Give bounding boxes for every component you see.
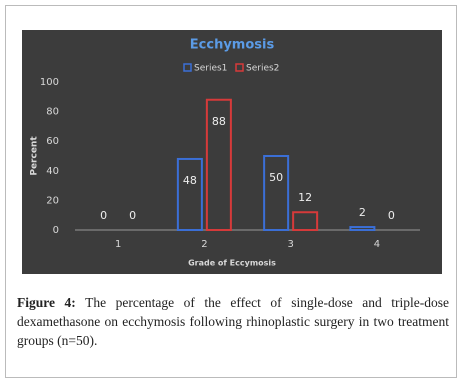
x-tick-label: 2: [201, 239, 207, 250]
y-tick-label: 20: [46, 195, 59, 206]
chart-background: [22, 30, 442, 274]
x-axis-label: Grade of Eccymosis: [188, 259, 276, 268]
bar: [292, 211, 319, 232]
caption: Figure 4: The percentage of the effect o…: [17, 293, 449, 350]
y-tick-label: 80: [46, 107, 59, 118]
y-axis-label: Percent: [30, 136, 40, 176]
data-label: 2: [359, 206, 366, 219]
data-label: 0: [100, 209, 107, 222]
y-tick-label: 0: [53, 225, 59, 236]
bar: [205, 98, 232, 232]
bar: [176, 157, 203, 232]
x-tick-label: 3: [287, 239, 293, 250]
data-label: 0: [129, 209, 136, 222]
legend-label: Series2: [246, 64, 279, 74]
x-tick-label: 4: [374, 239, 380, 250]
y-tick-label: 100: [40, 77, 59, 88]
data-label: 50: [269, 171, 283, 184]
legend-label: Series1: [194, 64, 227, 74]
caption-label: Figure 4:: [17, 295, 76, 310]
data-label: 0: [388, 209, 395, 222]
bar: [263, 155, 290, 231]
x-tick-label: 1: [115, 239, 121, 250]
y-tick-label: 60: [46, 136, 59, 147]
data-label: 12: [298, 191, 312, 204]
bar: [349, 226, 376, 231]
data-label: 48: [183, 174, 197, 187]
figure-frame: [5, 5, 457, 378]
legend-swatch: [235, 63, 244, 72]
chart-title: Ecchymosis: [190, 38, 275, 53]
legend-swatch: [183, 63, 192, 72]
data-label: 88: [212, 115, 226, 128]
chart: Ecchymosis Grade of Eccymosis Percent 0 2…: [22, 30, 442, 274]
caption-text: The percentage of the effect of single-d…: [17, 295, 449, 348]
y-tick-label: 40: [46, 166, 59, 177]
